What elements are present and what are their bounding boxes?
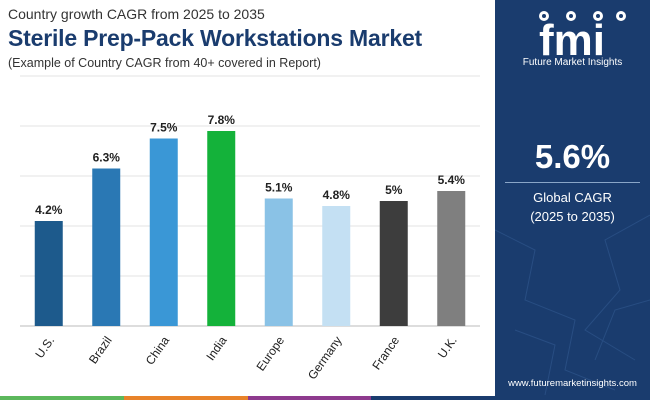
chart-subtitle: Country growth CAGR from 2025 to 2035 [8, 6, 265, 22]
value-label-china: 7.5% [150, 121, 178, 135]
stripe-purple [247, 396, 372, 400]
tick-label-brazil: Brazil [86, 334, 115, 367]
global-cagr-value: 5.6% [534, 138, 611, 175]
fmi-logo-mark: fmi [539, 11, 626, 65]
value-label-france: 5% [385, 183, 403, 197]
stripe-orange [123, 396, 248, 400]
global-cagr-label: Global CAGR (2025 to 2035) [495, 188, 650, 226]
website-url[interactable]: www.futuremarketinsights.com [508, 378, 637, 389]
bottom-color-stripes [0, 396, 495, 400]
bar-us [34, 221, 63, 326]
stripe-navy [371, 396, 495, 400]
global-cagr-period: (2025 to 2035) [530, 209, 615, 224]
value-label-brazil: 6.3% [93, 151, 121, 165]
value-label-us: 4.2% [35, 203, 63, 217]
global-cagr-title: Global CAGR [533, 190, 612, 205]
tick-label-uk: U.K. [435, 334, 460, 361]
chart-note: (Example of Country CAGR from 40+ covere… [8, 56, 321, 70]
gridlines [20, 75, 480, 327]
value-label-germany: 4.8% [323, 188, 351, 202]
chart-title: Sterile Prep-Pack Workstations Market [8, 25, 423, 51]
sidebar-background-pattern [495, 214, 650, 396]
tick-label-china: China [143, 333, 173, 367]
tick-label-india: India [203, 333, 230, 363]
bar-germany [322, 206, 351, 326]
bar-france [379, 201, 408, 326]
tick-label-france: France [369, 333, 402, 372]
value-labels: 4.2% 6.3% 7.5% 7.8% 5.1% 4.8% 5% 5.4% [35, 113, 465, 217]
cagr-divider [505, 182, 640, 183]
bar-uk [437, 191, 466, 326]
tick-label-europe: Europe [254, 333, 288, 373]
bar-brazil [92, 168, 121, 326]
value-label-india: 7.8% [208, 113, 236, 127]
bars [34, 131, 466, 326]
bar-china [149, 138, 178, 326]
value-label-europe: 5.1% [265, 181, 293, 195]
bar-chart: 4.2% 6.3% 7.5% 7.8% 5.1% 4.8% 5% 5.4% U.S. Brazi… [20, 75, 480, 382]
logo-letters: fmi [539, 16, 605, 58]
fmi-logo: fmi [507, 8, 638, 70]
sidebar-panel: fmi Future Market Insights 5.6% Global C… [495, 0, 650, 400]
x-tick-labels: U.S. Brazil China India Europe Germany France U… [32, 333, 459, 382]
stripe-green [0, 396, 124, 400]
value-label-uk: 5.4% [438, 173, 466, 187]
tick-label-us: U.S. [32, 334, 57, 361]
bar-india [207, 131, 236, 326]
logo-company-name: Future Market Insights [522, 57, 623, 68]
bar-europe [264, 198, 293, 326]
tick-label-germany: Germany [305, 334, 345, 382]
